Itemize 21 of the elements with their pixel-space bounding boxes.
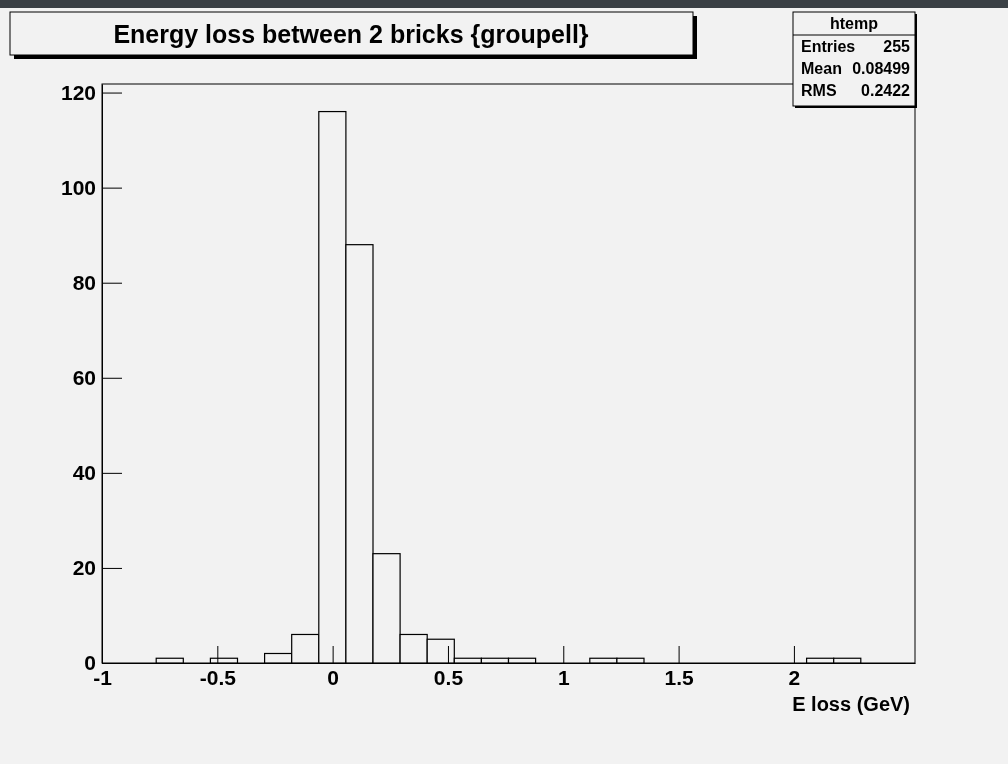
y-tick-label: 20 — [72, 556, 96, 580]
x-tick-label: 0.5 — [433, 665, 464, 689]
y-tick-label: 100 — [60, 175, 96, 199]
annotation: RMS — [801, 82, 837, 99]
y-tick-label: 40 — [72, 461, 96, 485]
text: 255 — [883, 38, 911, 55]
text: Entries — [801, 38, 856, 55]
x-tick-label: 1.5 — [664, 665, 695, 689]
x-tick-label: 1 — [557, 665, 570, 689]
x-tick-label: 0 — [327, 665, 339, 689]
x-axis-title: E loss (GeV) — [792, 693, 910, 715]
x-tick-label: 2 — [788, 665, 801, 689]
x-tick-label: -0.5 — [199, 665, 237, 689]
text: Mean — [801, 60, 842, 77]
text: htemp — [830, 15, 879, 32]
annotation: 0.2422 — [861, 82, 911, 99]
y-tick-label: 120 — [60, 80, 96, 104]
text: 0.08499 — [852, 60, 911, 77]
chart-title: Energy loss between 2 bricks {groupell} — [113, 20, 589, 48]
y-tick-label: 60 — [72, 366, 96, 389]
y-tick-label: 80 — [72, 270, 96, 294]
